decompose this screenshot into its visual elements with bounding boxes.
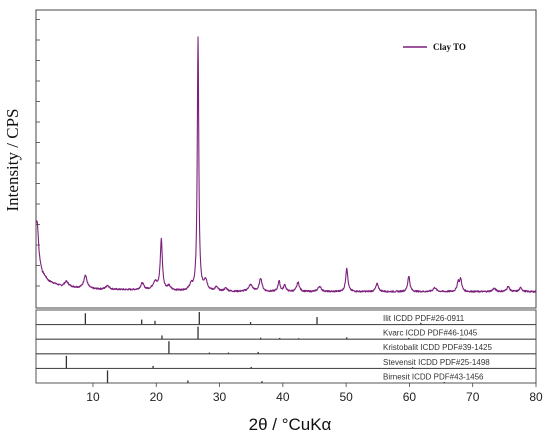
reference-panel: Kristobalit ICDD PDF#39-1425	[35, 338, 537, 355]
legend: Clay TO	[403, 42, 466, 52]
reference-panel: Birnesit ICDD PDF#43-1456	[35, 367, 537, 384]
x-axis-title: 2θ / °CuKα	[249, 415, 332, 434]
reference-label: Kvarc ICDD PDF#46-1045	[383, 329, 478, 338]
x-tick-label: 30	[213, 390, 227, 404]
y-axis-title: Intensity / CPS	[3, 109, 22, 212]
reference-panel-frame	[35, 367, 537, 384]
reference-label: Kristobalit ICDD PDF#39-1425	[383, 343, 492, 352]
reference-label: Birnesit ICDD PDF#43-1456	[383, 372, 484, 381]
reference-label: Ilit ICDD PDF#26-0911	[383, 314, 465, 323]
x-tick-label: 10	[86, 390, 100, 404]
reference-panel: Ilit ICDD PDF#26-0911	[35, 309, 537, 326]
x-tick-label: 40	[276, 390, 290, 404]
x-tick-label: 80	[529, 390, 543, 404]
x-axis: 10 20 30 40 50 60 70 80	[86, 383, 543, 404]
x-tick-label: 20	[150, 390, 164, 404]
x-tick-label: 70	[466, 390, 480, 404]
reference-patterns: Ilit ICDD PDF#26-0911 Kvarc ICDD PDF#46-1…	[35, 309, 537, 384]
y-axis-ticks	[36, 19, 40, 287]
legend-label: Clay TO	[433, 42, 466, 52]
reference-panel: Kvarc ICDD PDF#46-1045	[35, 324, 537, 340]
reference-label: Stevensit ICDD PDF#25-1498	[383, 358, 490, 367]
x-tick-label: 60	[403, 390, 417, 404]
xrd-pattern-line	[35, 36, 537, 293]
reference-panel: Stevensit ICDD PDF#25-1498	[35, 353, 537, 369]
x-tick-label: 50	[339, 390, 353, 404]
main-plot-frame	[35, 9, 537, 309]
